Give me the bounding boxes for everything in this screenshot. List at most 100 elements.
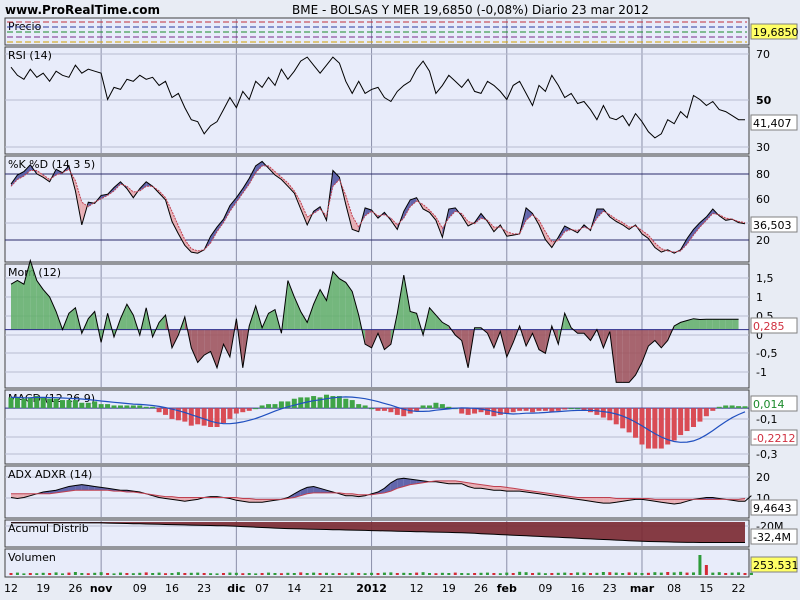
mom-fill-segment (429, 307, 436, 330)
stoch-fill-segment (403, 199, 411, 219)
macd-bar (729, 405, 735, 409)
x-tick-label: 26 (474, 582, 488, 595)
macd-bar (723, 405, 729, 409)
mom-fill-segment (326, 271, 333, 330)
macd-bar (504, 408, 510, 414)
mom-line (10, 258, 739, 383)
stoch-fill-segment (352, 215, 359, 232)
macd-bar (304, 397, 310, 409)
volume-bar (35, 573, 39, 575)
volume-bar (324, 572, 328, 575)
macd-bar (330, 396, 336, 409)
stoch-fill-segment (448, 207, 456, 219)
macd-bar (349, 400, 355, 409)
volume-bar (389, 572, 393, 575)
volume-bar (106, 573, 110, 575)
volume-bar (99, 572, 103, 575)
volume-value-box-text: 253.531 (753, 559, 799, 572)
stoch-value-box-text: 36,503 (753, 219, 792, 232)
volume-bar (634, 572, 638, 575)
mom-fill-segment (36, 280, 44, 330)
macd-bar (575, 408, 581, 410)
volume-bar (22, 573, 26, 575)
macd-bar (21, 398, 27, 409)
volume-bar (67, 572, 71, 575)
panel-volume (4, 548, 750, 578)
x-tick-label: 23 (197, 582, 211, 595)
price-value-box-text: 19,6850 (753, 26, 799, 39)
volume-bar (447, 573, 451, 575)
mom-fill-segment (693, 318, 700, 330)
volume-bar (672, 572, 676, 575)
volume-bar (640, 573, 644, 575)
x-tick-label: 26 (68, 582, 82, 595)
mom-fill-segment (719, 319, 726, 330)
volume-bar (357, 573, 361, 575)
volume-bar (440, 572, 444, 575)
volume-bar (621, 573, 625, 575)
volume-bar (61, 573, 65, 575)
volume-bar (666, 572, 670, 575)
x-tick-label: 16 (165, 582, 179, 595)
macd-bar (253, 408, 259, 410)
volume-bar (711, 572, 715, 575)
volume-bar (196, 572, 200, 575)
x-tick-label: 09 (538, 582, 552, 595)
mom-fill-segment (300, 311, 308, 330)
volume-bar (627, 572, 631, 575)
panel-title: Volumen (8, 551, 56, 564)
volume-bar (254, 573, 258, 575)
y-tick-label: 30 (756, 141, 770, 154)
macd-bar (478, 408, 484, 413)
macd-bar (130, 405, 136, 409)
volume-bar (743, 573, 747, 575)
volume-bar (428, 573, 432, 575)
macd-bar (72, 400, 78, 409)
volume-bar (479, 572, 483, 575)
stoch-fill-segment (526, 207, 533, 221)
y-tick-label: 60 (756, 193, 770, 206)
macd-bar (581, 408, 587, 411)
macd-bar (594, 408, 600, 415)
mom-fill-segment (352, 291, 359, 330)
stoch-fill-segment (641, 230, 649, 239)
macd-bar (323, 394, 329, 409)
volume-bar (576, 572, 580, 575)
macd-bar (439, 404, 445, 409)
macd-bar (34, 396, 40, 409)
mom-fill-segment (712, 319, 720, 330)
volume-bar (151, 573, 155, 575)
stoch-fill-segment (23, 164, 31, 177)
macd-bar (272, 404, 278, 409)
macd-bar (143, 406, 149, 409)
adx-fill-segment (410, 479, 417, 485)
volume-bar (698, 555, 702, 575)
volume-bar (588, 573, 592, 575)
mom-fill-segment (191, 329, 198, 363)
volume-bar (376, 573, 380, 575)
stoch-fill-segment (410, 197, 417, 207)
mom-value-box (750, 317, 798, 334)
mom-fill-segment (11, 280, 18, 330)
accdist-value-box-text: -32,4M (753, 531, 791, 544)
adx-fill-segment (603, 497, 610, 504)
mom-fill-segment (635, 329, 642, 376)
x-tick-label: 15 (699, 582, 713, 595)
volume-bar (704, 565, 708, 575)
stoch-fill-segment (242, 178, 250, 194)
macd-bar (536, 408, 542, 411)
site-name[interactable]: www.ProRealTime.com (5, 3, 160, 17)
mom-fill-segment (68, 307, 76, 330)
adx-value-box-text: 9,4643 (753, 502, 792, 515)
volume-bar (54, 572, 58, 575)
mom-fill-segment (17, 280, 24, 330)
macd-bar (105, 404, 111, 409)
volume-bar (247, 573, 251, 575)
stoch-fill-segment (564, 226, 572, 232)
volume-bar (415, 572, 419, 575)
volume-bar (550, 573, 554, 575)
x-tick-label: 23 (603, 582, 617, 595)
macd-bar (47, 398, 53, 409)
volume-bar (653, 572, 657, 575)
